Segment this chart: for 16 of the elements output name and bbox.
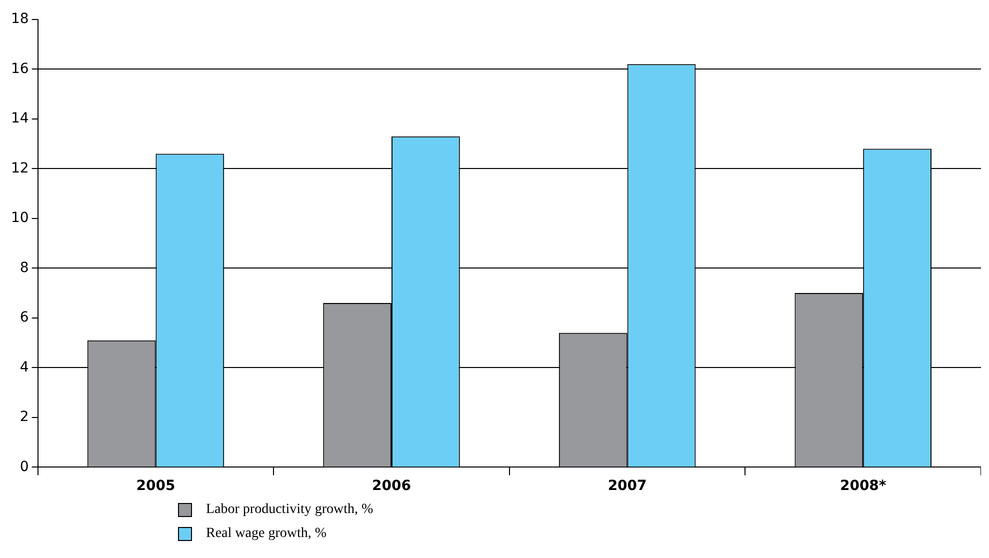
x-tick-label: 2007 (608, 478, 647, 494)
x-tick-label: 2005 (136, 478, 176, 494)
y-tick-label: 12 (10, 160, 29, 176)
legend-label: Labor productivity growth, % (206, 502, 374, 518)
y-tick-label: 18 (10, 11, 29, 28)
y-tick-label: 0 (20, 458, 29, 475)
y-tick-label: 16 (10, 60, 29, 77)
x-tick-label: 2006 (372, 478, 411, 494)
y-tick-label: 4 (20, 359, 29, 376)
y-tick-label: 2 (20, 409, 29, 426)
x-tick-label: 2008* (840, 478, 887, 494)
y-tick-label: 10 (10, 210, 29, 226)
y-tick-label: 8 (20, 260, 29, 276)
legend-label: Real wage growth, % (206, 526, 327, 542)
y-tick-label: 6 (20, 310, 29, 326)
y-tick-label: 14 (10, 110, 29, 127)
